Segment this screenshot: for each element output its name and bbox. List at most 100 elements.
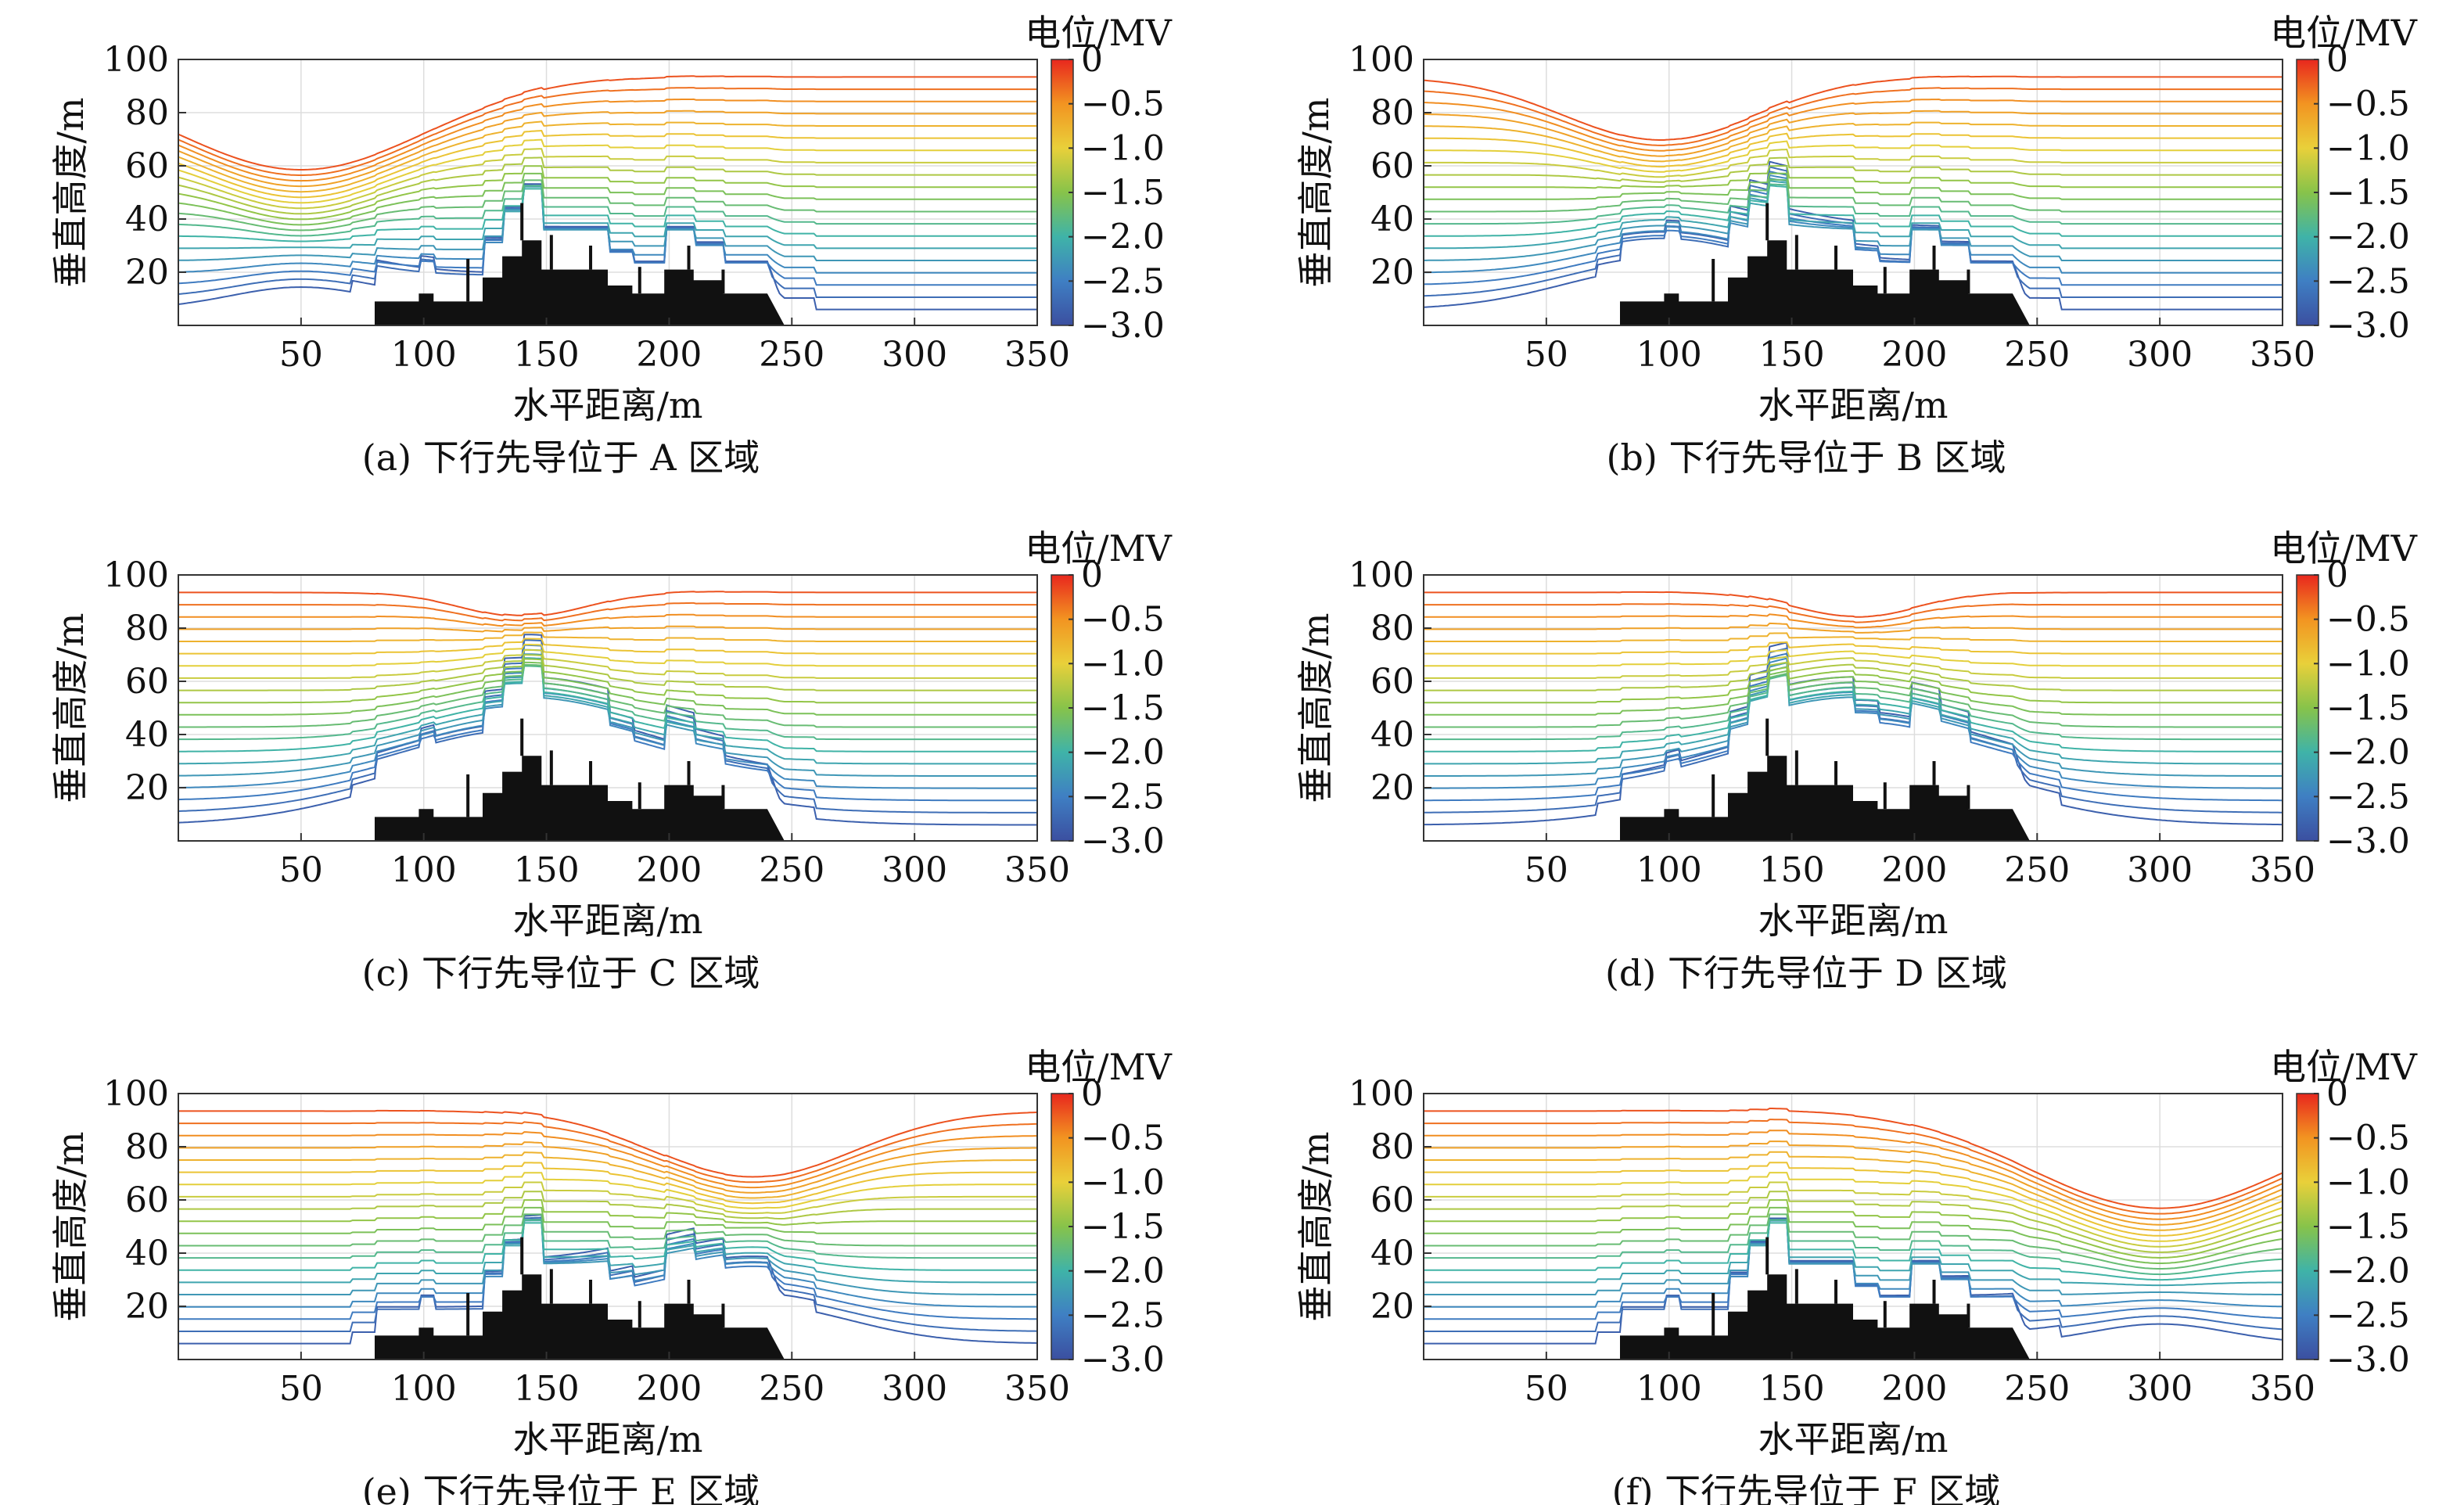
contour-line	[1424, 1213, 2283, 1270]
x-axis-label: 水平距离/m	[512, 384, 702, 426]
colorbar: 电位/MV0−0.5−1.0−1.5−2.0−2.5−3.0	[2270, 527, 2418, 861]
chart-panel-f: 50 100 150 200 250 300 350 20 40 60 80 100 水平距离/m 垂直高…	[1295, 1046, 2418, 1505]
chart-panel-d: 50 100 150 200 250 300 350 20 40 60 80 100 水平距离/m 垂直高…	[1295, 527, 2418, 994]
colorbar-tick-label: 0	[2326, 40, 2348, 80]
contour-line	[178, 1172, 1037, 1209]
x-tick-label: 300	[882, 335, 947, 375]
colorbar-tick-label: −2.0	[1081, 1252, 1165, 1291]
y-tick-label: 40	[1370, 1234, 1414, 1273]
colorbar-tick-label: −2.5	[2326, 261, 2410, 301]
contour-line	[178, 183, 1037, 311]
contour-line	[1424, 180, 2283, 250]
x-tick-label: 200	[636, 850, 702, 890]
x-tick-label: 250	[2004, 1369, 2070, 1409]
colorbar-label: 电位/MV	[2270, 1046, 2418, 1088]
contour-line	[1424, 670, 2283, 716]
contour-line	[1424, 656, 2283, 679]
contour-line	[178, 148, 1037, 210]
y-tick-label: 20	[125, 1287, 169, 1327]
colorbar-tick-label: −0.5	[1081, 84, 1165, 124]
ship-silhouette	[1603, 718, 2030, 841]
contour-line	[178, 87, 1037, 176]
contour-line	[178, 156, 1037, 215]
x-tick-label: 300	[2127, 850, 2193, 890]
contour-line	[178, 1219, 1037, 1295]
chart-panel-b: 50 100 150 200 250 300 350 20 40 60 80 100 水平距离/m 垂直高…	[1295, 12, 2418, 479]
x-tick-label: 100	[391, 335, 457, 375]
contour-line	[178, 185, 1037, 250]
contour-line	[1424, 666, 2283, 704]
colorbar: 电位/MV0−0.5−1.0−1.5−2.0−2.5−3.0	[1025, 527, 1173, 861]
y-tick-label: 100	[103, 1074, 169, 1114]
contour-line	[178, 1131, 1037, 1189]
y-tick-label: 60	[1370, 662, 1414, 702]
x-axis-label: 水平距离/m	[1758, 900, 1948, 942]
x-tick-label: 300	[882, 850, 947, 890]
y-tick-label: 100	[103, 555, 169, 595]
contour-line	[178, 663, 1037, 752]
y-tick-label: 60	[1370, 1180, 1414, 1220]
contour-line	[1424, 1219, 2283, 1287]
x-tick-label: 300	[882, 1369, 947, 1409]
chart-panel-e: 50 100 150 200 250 300 350 20 40 60 80 100 水平距离/m 垂直高…	[49, 1046, 1173, 1505]
contour-line	[178, 661, 1037, 716]
y-tick-label: 100	[1349, 555, 1414, 595]
colorbar-tick-label: 0	[1081, 555, 1103, 595]
contour-line	[178, 185, 1037, 237]
y-tick-label: 100	[1349, 40, 1414, 80]
y-tick-label: 60	[125, 662, 169, 702]
x-tick-label: 200	[636, 1369, 702, 1409]
axes-frame	[178, 59, 1038, 326]
x-tick-label: 200	[1881, 335, 1947, 375]
contour-line	[178, 1213, 1037, 1247]
colorbar: 电位/MV0−0.5−1.0−1.5−2.0−2.5−3.0	[1025, 12, 1173, 346]
y-tick-label: 80	[1370, 1127, 1414, 1167]
colorbar-tick-label: −1.5	[1081, 1207, 1165, 1247]
y-tick-label: 60	[125, 1180, 169, 1220]
contour-line	[178, 1222, 1037, 1271]
contour-line	[178, 1109, 1037, 1178]
ship-silhouette	[357, 1237, 785, 1360]
contour-line	[1424, 1140, 2283, 1226]
colorbar-label: 电位/MV	[2270, 12, 2418, 54]
contour-line	[178, 172, 1037, 226]
contour-line	[1424, 672, 2283, 728]
colorbar: 电位/MV0−0.5−1.0−1.5−2.0−2.5−3.0	[1025, 1046, 1173, 1380]
contour-line	[178, 602, 1037, 622]
colorbar-tick-label: −0.5	[2326, 84, 2410, 124]
contour-line	[1424, 98, 2283, 152]
x-tick-label: 350	[1004, 335, 1070, 375]
colorbar-label: 电位/MV	[1025, 1046, 1173, 1088]
colorbar-tick-label: 0	[1081, 1074, 1103, 1114]
x-tick-label: 150	[1759, 1369, 1825, 1409]
contour-line	[1424, 1130, 2283, 1220]
contour-line	[178, 625, 1037, 633]
contour-line	[1424, 1191, 2283, 1253]
x-tick-label: 100	[391, 1369, 457, 1409]
contour-line	[178, 165, 1037, 221]
panel-caption: (c) 下行先导位于 C 区域	[362, 952, 760, 994]
y-tick-label: 80	[125, 1127, 169, 1167]
x-tick-label: 100	[1636, 335, 1702, 375]
contour-line	[1424, 75, 2283, 141]
contour-line	[178, 654, 1037, 691]
colorbar-tick-label: −2.5	[2326, 1295, 2410, 1335]
ship-hull	[357, 240, 785, 325]
x-tick-label: 200	[636, 335, 702, 375]
colorbar-tick-label: −0.5	[2326, 600, 2410, 640]
contour-line	[1424, 132, 2283, 168]
colorbar-tick-label: −3.0	[2326, 306, 2410, 346]
contour-line	[178, 1162, 1037, 1205]
equipotential-lines	[178, 591, 1037, 826]
colorbar-tick-label: −2.5	[1081, 777, 1165, 817]
contour-line	[1424, 140, 2283, 173]
x-tick-label: 150	[514, 850, 580, 890]
contour-line	[1424, 622, 2283, 634]
y-tick-label: 20	[125, 768, 169, 808]
x-tick-label: 100	[1636, 1369, 1702, 1409]
contour-line	[178, 188, 1037, 242]
contour-line	[1424, 87, 2283, 146]
contour-line	[178, 1191, 1037, 1219]
colorbar-tick-label: 0	[1081, 40, 1103, 80]
contour-line	[178, 1121, 1037, 1184]
